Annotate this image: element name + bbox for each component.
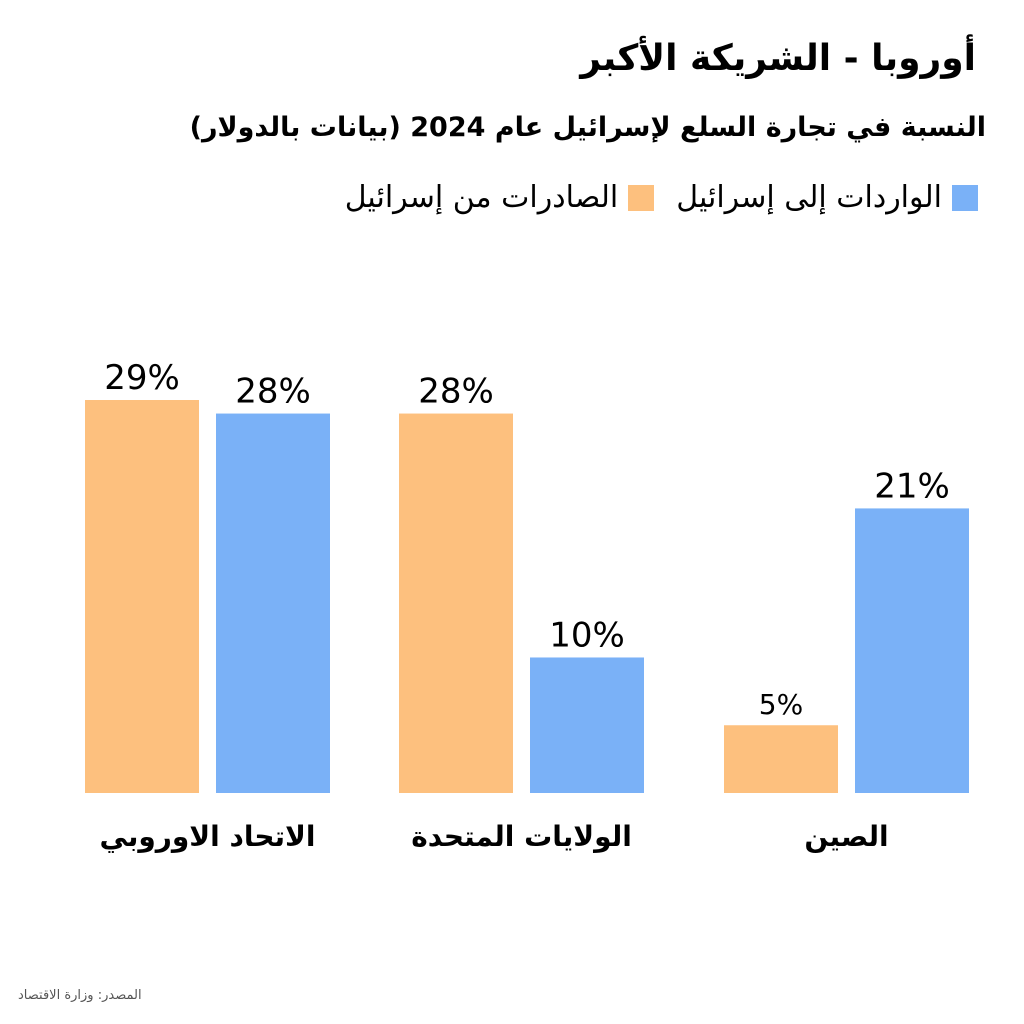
category-label-usa: الولايات المتحدة xyxy=(411,820,632,853)
data-label-usa-imports: 10% xyxy=(549,615,625,655)
data-label-usa-exports: 28% xyxy=(418,372,494,412)
legend: الواردات إلى إسرائيل الصادرات من إسرائيل xyxy=(345,180,978,215)
data-label-china-imports: 21% xyxy=(874,466,950,506)
legend-item-imports: الواردات إلى إسرائيل xyxy=(676,180,978,215)
bar-usa-exports xyxy=(399,413,513,793)
source-note: المصدر: وزارة الاقتصاد xyxy=(18,988,142,1003)
chart-subtitle: النسبة في تجارة السلع لإسرائيل عام 2024 … xyxy=(189,112,986,143)
legend-swatch-imports xyxy=(952,184,978,211)
category-label-china: الصين xyxy=(804,820,888,853)
bar-eu-exports xyxy=(85,400,199,793)
legend-label-imports: الواردات إلى إسرائيل xyxy=(676,180,942,215)
data-label-china-exports: 5% xyxy=(759,688,803,721)
data-label-eu-exports: 29% xyxy=(104,358,180,398)
chart-title: أوروبا - الشريكة الأكبر xyxy=(580,38,976,79)
bar-usa-imports xyxy=(530,657,644,793)
legend-label-exports: الصادرات من إسرائيل xyxy=(344,180,619,215)
bar-china-imports xyxy=(855,508,969,793)
data-label-eu-imports: 28% xyxy=(235,372,311,412)
bar-china-exports xyxy=(724,725,838,793)
legend-swatch-exports xyxy=(628,184,655,211)
category-label-eu: الاتحاد الاوروبي xyxy=(100,820,316,853)
legend-item-exports: الصادرات من إسرائيل xyxy=(345,180,655,215)
bar-eu-imports xyxy=(216,413,330,793)
